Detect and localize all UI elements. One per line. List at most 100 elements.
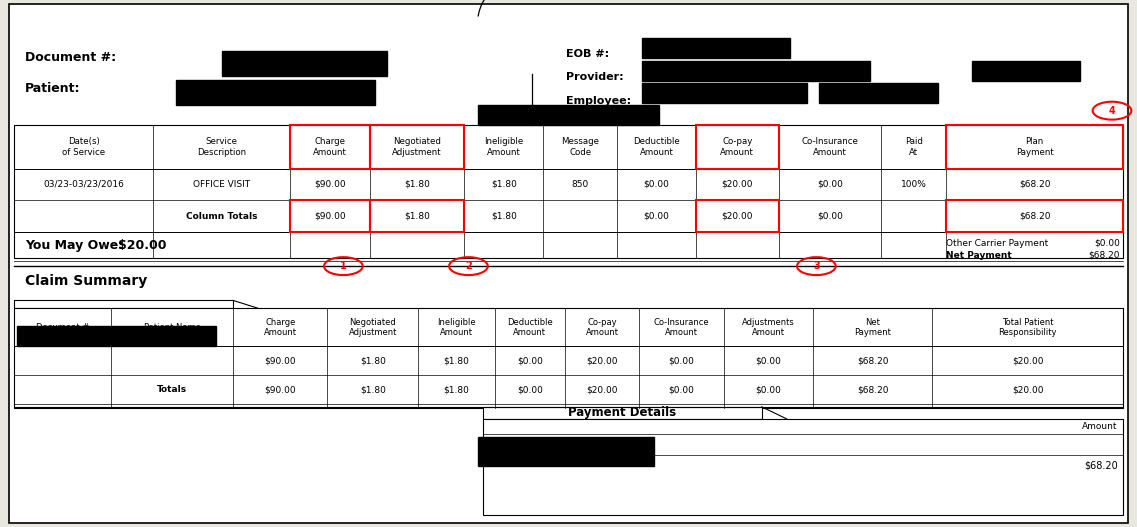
Text: Totals: Totals [157, 385, 188, 394]
Text: $90.00: $90.00 [314, 180, 346, 189]
Text: $1.80: $1.80 [360, 356, 385, 365]
Text: $0.00: $0.00 [818, 211, 843, 221]
Bar [483, 419, 1123, 515]
Text: Charge
Amount: Charge Amount [313, 138, 347, 157]
Text: Co-Insurance
Amount: Co-Insurance Amount [654, 318, 709, 337]
Text: Plan
Payment: Plan Payment [1015, 138, 1054, 157]
Text: Paid
At: Paid At [905, 138, 922, 157]
Text: $1.80: $1.80 [491, 211, 516, 221]
Bar [14, 308, 1123, 408]
Text: Negotiated
Adjustment: Negotiated Adjustment [349, 318, 397, 337]
Bar [14, 125, 1123, 258]
Text: $0.00: $0.00 [669, 385, 695, 394]
Bar [946, 200, 1123, 232]
Text: Message
Code: Message Code [562, 138, 599, 157]
Bar [642, 83, 807, 103]
Text: Payment Details: Payment Details [568, 406, 677, 419]
Bar [483, 407, 762, 419]
Bar [642, 38, 790, 58]
Text: Document #:: Document #: [25, 52, 116, 64]
Bar [290, 200, 370, 232]
Text: $20.00: $20.00 [722, 211, 753, 221]
Text: $90.00: $90.00 [265, 356, 296, 365]
Bar [222, 51, 387, 76]
Text: $90.00: $90.00 [314, 211, 346, 221]
Text: $20.00: $20.00 [118, 239, 166, 251]
Bar [642, 61, 870, 81]
Text: $1.80: $1.80 [360, 385, 385, 394]
Text: $0.00: $0.00 [517, 385, 542, 394]
Text: $20.00: $20.00 [587, 356, 617, 365]
Bar [17, 326, 216, 346]
Text: Patient:: Patient: [25, 82, 81, 94]
Text: 1: 1 [340, 261, 347, 271]
Text: $1.80: $1.80 [404, 180, 430, 189]
Text: Date(s)
of Service: Date(s) of Service [63, 138, 105, 157]
Bar [370, 200, 464, 232]
Text: $68.20: $68.20 [1019, 180, 1051, 189]
Bar [696, 200, 779, 232]
Bar [14, 300, 233, 308]
Text: Employee:: Employee: [566, 96, 631, 105]
Text: $0.00: $0.00 [669, 356, 695, 365]
Text: Service
Description: Service Description [197, 138, 247, 157]
Text: Total Patient
Responsibility: Total Patient Responsibility [998, 318, 1057, 337]
Text: $1.80: $1.80 [404, 211, 430, 221]
Bar [176, 80, 375, 105]
Text: $0.00: $0.00 [756, 356, 781, 365]
Text: Negotiated
Adjustment: Negotiated Adjustment [392, 138, 441, 157]
Text: Other Carrier Payment: Other Carrier Payment [946, 239, 1048, 248]
Bar [478, 105, 659, 125]
Text: Deductible
Amount: Deductible Amount [507, 318, 553, 337]
Text: 4: 4 [1109, 106, 1115, 115]
Text: $1.80: $1.80 [443, 385, 470, 394]
Text: Adjustments
Amount: Adjustments Amount [742, 318, 795, 337]
Text: OFFICE VISIT: OFFICE VISIT [193, 180, 250, 189]
Bar [478, 437, 654, 466]
Text: $20.00: $20.00 [1012, 356, 1044, 365]
Text: $68.20: $68.20 [857, 356, 888, 365]
Bar [290, 125, 370, 169]
Bar [972, 61, 1080, 81]
Text: Co-pay
Amount: Co-pay Amount [586, 318, 619, 337]
Text: 100%: 100% [901, 180, 927, 189]
Bar [696, 125, 779, 169]
Text: $1.80: $1.80 [491, 180, 516, 189]
Text: $20.00: $20.00 [1012, 385, 1044, 394]
Text: Ineligible
Amount: Ineligible Amount [438, 318, 475, 337]
Text: 3: 3 [813, 261, 820, 271]
Text: $68.20: $68.20 [1088, 250, 1120, 260]
Bar [946, 125, 1123, 169]
Text: Patient Name: Patient Name [143, 323, 201, 332]
Text: $20.00: $20.00 [587, 385, 617, 394]
Text: Co-Insurance
Amount: Co-Insurance Amount [802, 138, 858, 157]
Text: Claim Summary: Claim Summary [25, 274, 148, 288]
Text: Co-pay
Amount: Co-pay Amount [721, 138, 754, 157]
Text: $0.00: $0.00 [644, 211, 670, 221]
Text: $68.20: $68.20 [857, 385, 888, 394]
Text: You May Owe:: You May Owe: [25, 239, 123, 251]
Text: 03/23-03/23/2016: 03/23-03/23/2016 [43, 180, 124, 189]
Text: Ineligible
Amount: Ineligible Amount [484, 138, 523, 157]
Text: EOB #:: EOB #: [566, 50, 609, 59]
Text: 850: 850 [572, 180, 589, 189]
Text: $90.00: $90.00 [265, 385, 296, 394]
Bar [370, 125, 464, 169]
Text: Amount: Amount [1082, 422, 1118, 431]
Text: Charge
Amount: Charge Amount [264, 318, 297, 337]
Text: $0.00: $0.00 [1094, 239, 1120, 248]
Text: Document #: Document # [36, 323, 89, 332]
Text: Column Totals: Column Totals [186, 211, 257, 221]
Text: $1.80: $1.80 [443, 356, 470, 365]
Bar [819, 83, 938, 103]
Text: $0.00: $0.00 [644, 180, 670, 189]
Text: Deductible
Amount: Deductible Amount [633, 138, 680, 157]
Text: $68.20: $68.20 [1019, 211, 1051, 221]
Text: 2: 2 [465, 261, 472, 271]
Text: $0.00: $0.00 [517, 356, 542, 365]
Text: Provider:: Provider: [566, 73, 624, 82]
Text: $20.00: $20.00 [722, 180, 753, 189]
Text: Net Payment: Net Payment [946, 250, 1012, 260]
Text: $0.00: $0.00 [818, 180, 843, 189]
Text: $68.20: $68.20 [1084, 461, 1118, 470]
